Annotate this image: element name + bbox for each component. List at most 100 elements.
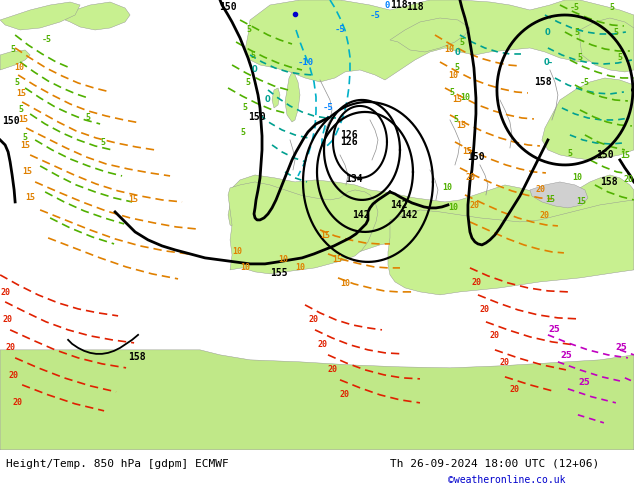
Text: ©weatheronline.co.uk: ©weatheronline.co.uk bbox=[448, 475, 566, 485]
Polygon shape bbox=[285, 72, 300, 122]
Text: 25: 25 bbox=[578, 378, 590, 387]
Text: 15: 15 bbox=[576, 197, 586, 206]
Text: 20: 20 bbox=[500, 358, 510, 367]
Text: 5: 5 bbox=[242, 103, 247, 112]
Text: -5: -5 bbox=[42, 35, 52, 44]
Polygon shape bbox=[228, 175, 634, 265]
Text: 15: 15 bbox=[22, 167, 32, 176]
Polygon shape bbox=[542, 78, 634, 160]
Text: 10: 10 bbox=[232, 247, 242, 256]
Text: 5: 5 bbox=[246, 25, 251, 34]
Text: 20: 20 bbox=[536, 185, 546, 194]
Text: 5: 5 bbox=[460, 38, 465, 47]
Text: 126: 126 bbox=[340, 137, 358, 147]
Polygon shape bbox=[580, 18, 634, 72]
Text: -5: -5 bbox=[580, 78, 590, 87]
Text: 20: 20 bbox=[2, 315, 12, 324]
Polygon shape bbox=[65, 2, 130, 30]
Text: 10: 10 bbox=[444, 45, 454, 54]
Polygon shape bbox=[530, 182, 588, 208]
Text: 15: 15 bbox=[18, 115, 28, 124]
Text: -5: -5 bbox=[323, 103, 333, 112]
Text: 5: 5 bbox=[575, 28, 580, 37]
Text: 20: 20 bbox=[5, 343, 15, 352]
Text: 15: 15 bbox=[452, 95, 462, 104]
Text: 15: 15 bbox=[16, 89, 26, 98]
Text: 10: 10 bbox=[448, 203, 458, 212]
Text: -5: -5 bbox=[570, 3, 580, 12]
Text: 5: 5 bbox=[85, 113, 90, 122]
Text: 20: 20 bbox=[12, 398, 22, 407]
Text: 5: 5 bbox=[568, 149, 573, 158]
Text: 5: 5 bbox=[455, 63, 460, 72]
Polygon shape bbox=[388, 200, 634, 295]
Text: 20: 20 bbox=[480, 305, 490, 314]
Text: 0: 0 bbox=[545, 28, 551, 37]
Text: 0: 0 bbox=[455, 48, 461, 57]
Text: 20: 20 bbox=[510, 385, 520, 394]
Text: 134: 134 bbox=[345, 174, 363, 184]
Text: 142: 142 bbox=[352, 210, 370, 220]
Text: 5: 5 bbox=[245, 78, 250, 87]
Polygon shape bbox=[272, 88, 280, 108]
Text: 10: 10 bbox=[14, 63, 24, 72]
Text: 5: 5 bbox=[10, 45, 15, 54]
Text: 158: 158 bbox=[128, 352, 146, 362]
Text: 15: 15 bbox=[620, 151, 630, 160]
Text: 20: 20 bbox=[308, 315, 318, 324]
Text: Height/Temp. 850 hPa [gdpm] ECMWF: Height/Temp. 850 hPa [gdpm] ECMWF bbox=[6, 459, 229, 469]
Text: 5: 5 bbox=[578, 53, 583, 62]
Text: 5: 5 bbox=[250, 51, 255, 60]
Polygon shape bbox=[0, 50, 30, 70]
Text: 0: 0 bbox=[265, 95, 271, 104]
Text: 0: 0 bbox=[252, 65, 258, 74]
Text: 142: 142 bbox=[390, 200, 408, 210]
Text: 20: 20 bbox=[472, 278, 482, 287]
Text: 126: 126 bbox=[340, 130, 358, 140]
Text: 15: 15 bbox=[20, 141, 30, 150]
Text: 15: 15 bbox=[128, 195, 138, 204]
Text: 10: 10 bbox=[295, 263, 305, 272]
Text: 25: 25 bbox=[615, 343, 626, 352]
Text: 25: 25 bbox=[560, 351, 572, 360]
Text: 158: 158 bbox=[600, 177, 618, 187]
Text: 10: 10 bbox=[460, 93, 470, 102]
Text: 10: 10 bbox=[278, 255, 288, 264]
Text: -5: -5 bbox=[370, 11, 381, 20]
Text: 142: 142 bbox=[400, 210, 418, 220]
Text: 5: 5 bbox=[240, 128, 245, 137]
Polygon shape bbox=[390, 18, 470, 52]
Text: 10: 10 bbox=[448, 71, 458, 80]
Text: 10: 10 bbox=[340, 279, 350, 288]
Text: 5: 5 bbox=[100, 138, 105, 147]
Text: 10: 10 bbox=[240, 263, 250, 272]
Text: 155: 155 bbox=[270, 268, 288, 278]
Text: 5: 5 bbox=[22, 133, 27, 142]
Text: 20: 20 bbox=[470, 201, 480, 210]
FancyBboxPatch shape bbox=[0, 450, 634, 490]
Text: -10: -10 bbox=[298, 58, 314, 67]
Text: -5: -5 bbox=[335, 25, 346, 34]
Text: 20: 20 bbox=[318, 340, 328, 349]
Text: 15: 15 bbox=[462, 147, 472, 156]
Text: 15: 15 bbox=[25, 193, 35, 202]
Text: 20: 20 bbox=[490, 331, 500, 340]
Text: 20: 20 bbox=[624, 175, 634, 184]
Text: 20: 20 bbox=[466, 173, 476, 182]
Polygon shape bbox=[0, 350, 634, 450]
Text: 20: 20 bbox=[540, 211, 550, 220]
Text: 5: 5 bbox=[450, 88, 455, 97]
Text: 5: 5 bbox=[618, 53, 623, 62]
Text: 15: 15 bbox=[456, 121, 466, 130]
Polygon shape bbox=[0, 2, 80, 30]
Text: 5: 5 bbox=[614, 28, 619, 37]
Text: 10: 10 bbox=[442, 183, 452, 192]
Text: 118: 118 bbox=[390, 0, 408, 10]
Text: 10: 10 bbox=[572, 173, 582, 182]
Polygon shape bbox=[245, 0, 634, 82]
Text: 150: 150 bbox=[2, 116, 20, 126]
Text: 0: 0 bbox=[385, 1, 391, 10]
Text: 20: 20 bbox=[328, 365, 338, 374]
Text: 5: 5 bbox=[14, 78, 19, 87]
Text: 158: 158 bbox=[534, 77, 552, 87]
